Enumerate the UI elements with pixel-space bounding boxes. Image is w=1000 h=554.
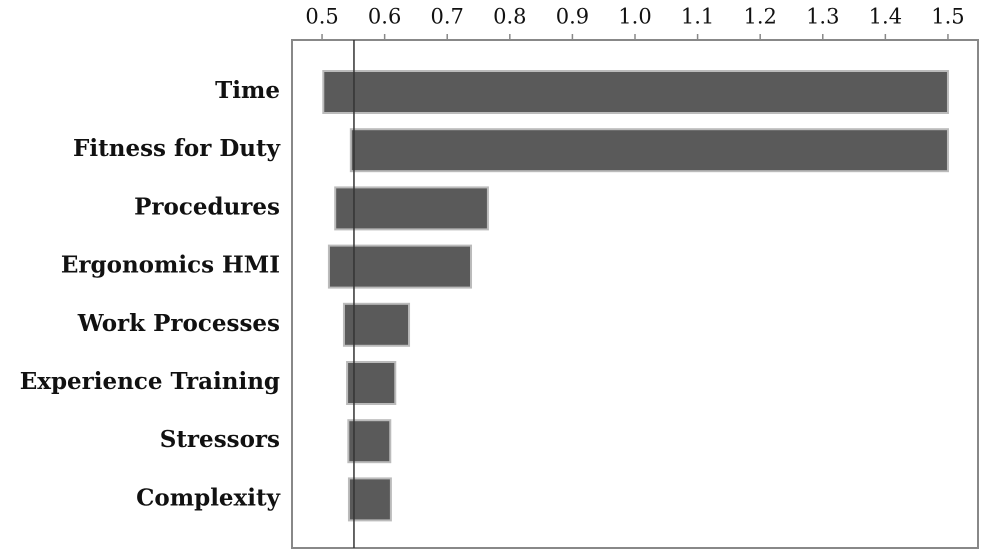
x-tick-label: 1.1: [681, 5, 714, 29]
bar: [327, 244, 473, 289]
x-tick-label: 0.5: [305, 5, 338, 29]
bar: [349, 128, 949, 173]
category-label: Experience Training: [20, 368, 280, 395]
category-label: Stressors: [160, 426, 280, 453]
bar: [322, 70, 949, 114]
bar: [347, 477, 392, 522]
category-label: Time: [215, 77, 280, 104]
bar: [342, 302, 411, 347]
bar: [347, 419, 392, 464]
category-label: Work Processes: [77, 310, 280, 337]
x-tick-label: 1.3: [806, 5, 839, 29]
x-tick-label: 0.9: [556, 5, 589, 29]
category-label: Complexity: [136, 484, 281, 511]
x-tick-label: 0.8: [493, 5, 526, 29]
x-tick-label: 1.0: [618, 5, 651, 29]
x-tick-label: 1.5: [931, 5, 964, 29]
bar: [346, 361, 397, 405]
bar: [334, 186, 489, 231]
x-tick-label: 1.4: [869, 5, 902, 29]
category-label: Ergonomics HMI: [61, 252, 280, 279]
category-label: Procedures: [134, 193, 280, 220]
category-label: Fitness for Duty: [73, 135, 281, 162]
plot-frame: [291, 39, 979, 549]
x-tick-label: 1.2: [743, 5, 776, 29]
x-tick-label: 0.7: [431, 5, 464, 29]
x-tick-label: 0.6: [368, 5, 401, 29]
